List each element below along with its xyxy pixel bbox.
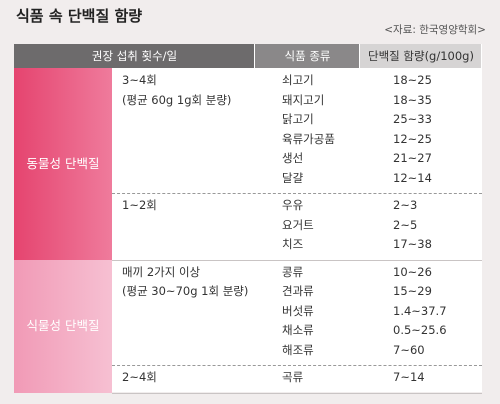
frequency: 매끼 2가지 이상: [122, 264, 201, 279]
divider: [112, 259, 482, 261]
food: 해조류: [282, 342, 314, 357]
header-cell: [255, 44, 360, 68]
food: 곡류: [282, 370, 304, 384]
body-bg: [112, 68, 482, 392]
header-text: 식품 종류: [284, 49, 331, 63]
divider: [112, 365, 482, 366]
frequency: 2~4회: [122, 370, 157, 384]
source: <자료: 한국영양학회>: [384, 24, 486, 36]
protein: 17~38: [393, 237, 432, 251]
food: 요거트: [282, 217, 314, 232]
group-cell: [14, 68, 112, 260]
group-name: 식물성 단백질: [26, 318, 100, 333]
food: 콩류: [282, 264, 304, 279]
header-text: 권장 섭취 횟수/일: [91, 49, 178, 63]
frequency: 3~4회: [122, 73, 157, 87]
protein: 18~25: [393, 73, 432, 87]
protein: 12~25: [393, 131, 432, 146]
food: 달걀: [282, 170, 304, 185]
protein: 2~5: [393, 217, 418, 232]
food: 치즈: [282, 237, 304, 251]
food: 육류가공품: [282, 131, 335, 146]
protein: 7~60: [393, 342, 425, 357]
protein: 1.4~37.7: [393, 303, 447, 318]
title: 식품 속 단백질 함량: [16, 7, 143, 25]
protein: 2~3: [393, 198, 418, 212]
header-cell: [360, 44, 482, 68]
protein: 10~26: [393, 264, 432, 279]
food: 돼지고기: [282, 92, 325, 107]
food: 견과류: [282, 284, 314, 298]
divider: [112, 392, 482, 394]
header-text: 단백질 함량(g/100g): [368, 49, 474, 63]
food: 닭고기: [282, 112, 314, 126]
header-cell: [14, 44, 255, 68]
food: 생선: [282, 151, 304, 165]
divider: [112, 193, 482, 194]
group-name: 동물성 단백질: [26, 155, 100, 171]
protein: 21~27: [393, 151, 432, 165]
protein: 15~29: [393, 284, 432, 298]
frequency: (평균 30~70g 1회 분량): [122, 284, 249, 298]
food: 쇠고기: [282, 73, 314, 87]
food: 버섯류: [282, 303, 314, 318]
group-cell: [14, 259, 112, 393]
protein: 12~14: [393, 170, 432, 185]
food: 우유: [282, 198, 304, 212]
frequency: 1~2회: [122, 198, 157, 212]
protein: 0.5~25.6: [393, 323, 447, 337]
protein: 18~35: [393, 92, 432, 107]
food: 채소류: [282, 323, 314, 337]
protein: 7~14: [393, 370, 425, 384]
frequency: (평균 60g 1g회 분량): [122, 92, 232, 107]
protein: 25~33: [393, 112, 432, 126]
